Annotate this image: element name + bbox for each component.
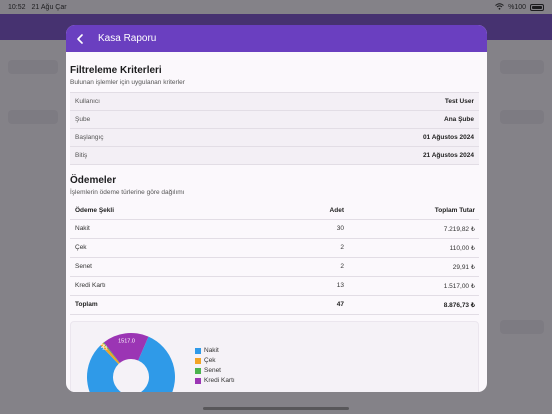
filter-value: 01 Ağustos 2024 [422,134,474,141]
table-row: Çek 2 110,00 ₺ [70,238,479,258]
payments-subtitle: İşlemlerin ödeme türlerine göre dağılımı [70,189,185,196]
table-total-row: Toplam 47 8.876,73 ₺ [70,295,479,315]
legend-swatch [195,357,201,364]
status-bar: 10:52 21 Ağu Çar %100 [0,0,552,14]
filter-key: Şube [75,116,91,123]
payments-table: Ödeme Şekli Adet Toplam Tutar Nakit 30 7… [70,202,479,315]
filter-row-start: Başlangıç 01 Ağustos 2024 [70,129,479,147]
table-header-row: Ödeme Şekli Adet Toplam Tutar [70,202,479,220]
total-count: 47 [240,295,344,315]
filter-row-end: Bitiş 21 Ağustos 2024 [70,147,479,165]
legend-label: Nakit [204,347,219,354]
status-time: 10:52 [8,3,26,11]
chart-legend: Nakit Çek Senet Kredi Kartı [195,346,235,386]
pie-slice-nakit [87,336,175,392]
pie-slice-çek [100,342,120,364]
pie-slice-senet [103,341,120,363]
filters-subtitle: Bulunan işlemler için uygulanan kriterle… [70,79,185,86]
pie-slice-kredi-kartı [103,332,149,363]
column-header-count: Adet [240,202,344,220]
table-row: Nakit 30 7.219,82 ₺ [70,219,479,239]
payment-chart-card: 7219.8211029.911517.0 Nakit Çek Senet Kredi… [70,320,479,392]
filter-value: Test User [444,98,474,105]
status-date: 21 Ağu Çar [31,3,67,11]
total-label: Toplam [70,295,240,315]
wifi-icon [495,2,504,12]
table-row: Kredi Kartı 13 1.517,00 ₺ [70,276,479,296]
payment-total: 7.219,82 ₺ [344,219,479,239]
filter-key: Kullanıcı [75,98,100,105]
filter-key: Başlangıç [75,134,104,141]
payment-total: 110,00 ₺ [344,238,479,258]
filter-key: Bitiş [75,152,88,159]
modal-header: Kasa Raporu [66,25,487,52]
pie-data-label: 1517.0 [118,338,135,344]
legend-swatch [195,367,201,374]
payment-pie-chart: 7219.8211029.911517.0 [87,332,175,392]
filter-value: Ana Şube [444,116,474,123]
modal-title: Kasa Raporu [98,33,157,44]
filter-value: 21 Ağustos 2024 [422,152,474,159]
payment-count: 13 [240,276,344,296]
filters-section: Filtreleme Kriterleri Bulunan işlemler i… [70,65,479,165]
report-modal: Kasa Raporu Filtreleme Kriterleri Buluna… [66,25,487,392]
payment-count: 2 [240,257,344,277]
legend-item: Nakit [195,346,235,356]
payment-type: Nakit [70,219,240,239]
total-amount: 8.876,73 ₺ [344,295,479,315]
legend-swatch [195,377,201,384]
battery-percent: %100 [508,3,526,11]
column-header-type: Ödeme Şekli [70,202,240,220]
payment-count: 30 [240,219,344,239]
legend-item: Çek [195,356,235,366]
back-arrow-icon[interactable] [76,33,86,44]
legend-label: Senet [204,367,221,374]
home-indicator[interactable] [203,407,349,410]
pie-data-label: 110 [102,345,111,351]
filters-table: Kullanıcı Test User Şube Ana Şube Başlan… [70,92,479,165]
payment-total: 1.517,00 ₺ [344,276,479,296]
filter-row-branch: Şube Ana Şube [70,111,479,129]
payment-count: 2 [240,238,344,258]
legend-label: Kredi Kartı [204,377,235,384]
filters-title: Filtreleme Kriterleri [70,65,162,76]
payments-section: Ödemeler İşlemlerin ödeme türlerine göre… [70,175,479,392]
payment-type: Senet [70,257,240,277]
legend-swatch [195,347,201,354]
battery-icon [530,3,544,11]
table-row: Senet 2 29,91 ₺ [70,257,479,277]
payment-type: Çek [70,238,240,258]
payment-total: 29,91 ₺ [344,257,479,277]
payment-type: Kredi Kartı [70,276,240,296]
filter-row-user: Kullanıcı Test User [70,93,479,111]
legend-item: Senet [195,366,235,376]
legend-item: Kredi Kartı [195,376,235,386]
legend-label: Çek [204,357,216,364]
payments-title: Ödemeler [70,175,117,186]
column-header-total: Toplam Tutar [344,202,479,220]
modal-content[interactable]: Filtreleme Kriterleri Bulunan işlemler i… [66,52,487,392]
